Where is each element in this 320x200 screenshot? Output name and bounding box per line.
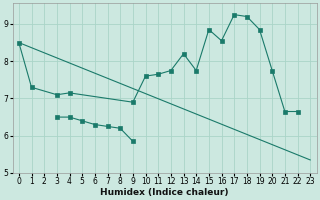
X-axis label: Humidex (Indice chaleur): Humidex (Indice chaleur) — [100, 188, 229, 197]
